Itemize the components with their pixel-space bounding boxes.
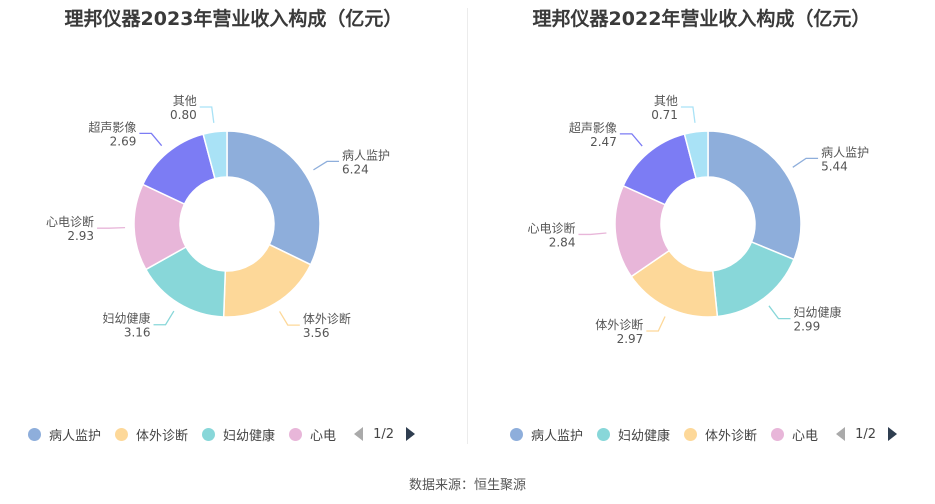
legend-label: 体外诊断 (705, 428, 758, 444)
slice-value-妇幼健康: 2.99 (793, 320, 820, 334)
data-source-note: 数据来源：恒生聚源 (408, 478, 526, 493)
legend-prev-arrow-icon[interactable] (354, 427, 364, 441)
legend-2023: 病人监护 体外诊断 妇幼健康 心电 1/2 (0, 424, 495, 444)
legend-2022: 病人监护 妇幼健康 体外诊断 心电 1/2 (468, 424, 935, 444)
legend-pager: 1/2 (354, 427, 415, 442)
legend-label: 心电 (792, 428, 819, 444)
slice-label-体外诊断: 体外诊断 (595, 317, 643, 332)
slice-value-超声影像: 2.47 (590, 135, 617, 149)
slice-label-其他: 其他 (173, 94, 197, 108)
slice-label-超声影像: 超声影像 (569, 120, 617, 135)
legend-item-病人监护[interactable]: 病人监护 (510, 425, 583, 444)
slice-value-体外诊断: 3.56 (303, 326, 330, 340)
leader-line-其他 (199, 106, 215, 123)
slice-value-妇幼健康: 3.16 (124, 326, 151, 340)
legend-item-妇幼健康[interactable]: 妇幼健康 (202, 425, 275, 444)
leader-line-妇幼健康 (153, 310, 175, 326)
legend-label: 病人监护 (531, 428, 584, 444)
legend-dot (597, 427, 611, 441)
panel-divider (467, 8, 468, 444)
legend-next-arrow-icon[interactable] (405, 427, 415, 441)
slice-value-超声影像: 2.69 (110, 134, 137, 148)
chart-title-2023: 理邦仪器2023年营业收入构成（亿元） (64, 8, 403, 30)
legend-pager: 1/2 (836, 427, 897, 442)
slice-value-其他: 0.71 (651, 108, 678, 122)
legend-label: 病人监护 (49, 428, 102, 444)
slice-病人监护[interactable] (707, 130, 802, 261)
leader-line-心电诊断 (578, 232, 607, 236)
legend-item-心电[interactable]: 心电 (771, 425, 818, 444)
leader-line-病人监护 (313, 160, 340, 171)
leader-line-妇幼健康 (768, 305, 791, 320)
legend-dot (28, 427, 41, 441)
legend-item-妇幼健康[interactable]: 妇幼健康 (597, 425, 670, 444)
legend-next-arrow-icon[interactable] (887, 427, 897, 441)
legend-dot (771, 427, 785, 441)
slice-其他[interactable] (683, 130, 709, 180)
slice-label-病人监护: 病人监护 (821, 144, 869, 159)
slice-label-病人监护: 病人监护 (342, 147, 390, 162)
leader-line-体外诊断 (646, 316, 666, 332)
legend-dot (684, 427, 698, 441)
legend-dot (115, 427, 129, 441)
leader-line-体外诊断 (279, 311, 300, 326)
legend-item-体外诊断[interactable]: 体外诊断 (684, 425, 757, 444)
slice-label-妇幼健康: 妇幼健康 (103, 311, 151, 326)
legend-dot (510, 427, 523, 441)
slice-病人监护[interactable] (226, 130, 321, 266)
slice-value-体外诊断: 2.97 (617, 332, 644, 346)
slice-value-病人监护: 6.24 (342, 162, 369, 176)
slice-value-心电诊断: 2.93 (67, 229, 94, 243)
leader-line-其他 (680, 106, 696, 123)
legend-page-indicator: 1/2 (855, 426, 876, 442)
legend-label: 妇幼健康 (223, 428, 276, 444)
legend-item-心电[interactable]: 心电 (289, 425, 336, 444)
chart-panel-2022: 理邦仪器2022年营业收入构成（亿元） 病人监护 5.44 妇幼健康 2.99 体外诊断… (468, 0, 935, 450)
leader-line-心电诊断 (97, 226, 126, 229)
slice-value-其他: 0.80 (170, 108, 197, 122)
legend-label: 心电 (310, 428, 337, 444)
slice-其他[interactable] (202, 130, 228, 180)
slice-value-病人监护: 5.44 (821, 159, 848, 173)
slice-label-体外诊断: 体外诊断 (303, 311, 351, 326)
slice-label-妇幼健康: 妇幼健康 (793, 305, 841, 320)
legend-dot (289, 427, 303, 441)
leader-line-病人监护 (792, 157, 819, 168)
legend-label: 妇幼健康 (618, 428, 671, 444)
slice-value-心电诊断: 2.84 (549, 235, 576, 249)
leader-line-超声影像 (139, 132, 163, 147)
legend-item-体外诊断[interactable]: 体外诊断 (115, 425, 188, 444)
legend-label: 体外诊断 (136, 428, 189, 444)
slice-label-心电诊断: 心电诊断 (46, 214, 94, 229)
legend-dot (202, 427, 216, 441)
slice-label-其他: 其他 (654, 94, 678, 108)
slice-label-心电诊断: 心电诊断 (527, 220, 575, 235)
chart-panel-2023: 理邦仪器2023年营业收入构成（亿元） 病人监护 6.24 体外诊断 3.56 妇幼健康… (0, 0, 467, 450)
legend-page-indicator: 1/2 (373, 426, 394, 442)
legend-item-病人监护[interactable]: 病人监护 (28, 425, 101, 444)
chart-title-2022: 理邦仪器2022年营业收入构成（亿元） (532, 8, 871, 30)
legend-prev-arrow-icon[interactable] (836, 427, 846, 441)
leader-line-超声影像 (619, 133, 643, 147)
slice-label-超声影像: 超声影像 (88, 119, 136, 134)
